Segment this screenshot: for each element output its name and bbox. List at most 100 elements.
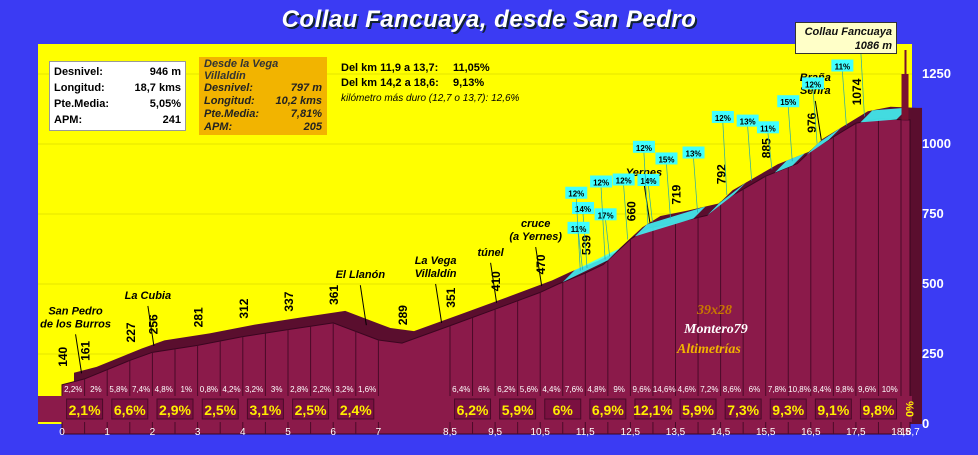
place-pointer	[147, 305, 155, 347]
y-tick-label: 750	[922, 206, 944, 221]
stat-value: 946 m	[149, 66, 181, 78]
x-tick-label: 11,5	[576, 427, 595, 438]
stat-row: Desnivel: 946 m	[54, 64, 181, 80]
steep-gradient-pointer	[722, 122, 728, 195]
km-gradient-label: 6%	[553, 402, 574, 418]
hard-row: Del km 11,9 a 13,7: 11,05%	[341, 61, 519, 76]
x-tick-label: 15,5	[756, 427, 776, 438]
vega-label: Pte.Media:	[204, 108, 260, 120]
halfkm-gradient-label: 9,6%	[858, 385, 876, 394]
altitude-label: 281	[192, 307, 206, 327]
steep-gradient-tag	[590, 175, 613, 188]
km-gradient-label: 9,8%	[862, 402, 894, 418]
y-tick-label: 1000	[922, 136, 951, 151]
steep-gradient-tag	[637, 174, 660, 186]
steep-gradient-tag	[594, 208, 617, 221]
km-gradient-label: 2,4%	[340, 402, 372, 418]
steep-gradient-label: 12%	[636, 144, 652, 153]
km-gradient-cell	[634, 398, 672, 420]
steep-gradient-pointer	[812, 89, 818, 144]
altitude-label: 660	[624, 201, 638, 221]
steep-gradient-label: 12%	[616, 177, 632, 186]
steep-gradient-label: 13%	[740, 118, 756, 127]
halfkm-gradient-label: 3,2%	[245, 385, 263, 394]
altitude-label: 161	[79, 341, 93, 361]
steep-gradient-label: 15%	[780, 98, 796, 107]
hard-label: Del km 14,2 a 18,6:	[341, 77, 439, 89]
km-gradient-cell	[201, 398, 239, 420]
stat-value: 5,05%	[149, 98, 181, 110]
altitude-label: 410	[489, 271, 503, 291]
halfkm-gradient-label: 3,2%	[335, 385, 353, 394]
place-label: El Llanón	[336, 269, 386, 281]
steep-gradient-label: 11%	[760, 124, 776, 133]
place-label: cruce	[521, 218, 550, 230]
vega-box-title: Desde la Vega Villaldín	[204, 58, 279, 82]
place-label: San Pedro	[48, 305, 103, 317]
y-tick-label: 0	[922, 416, 929, 431]
altitude-label: 885	[760, 138, 774, 158]
steep-gradient-tag	[565, 186, 588, 199]
halfkm-gradient-label: 4,6%	[678, 385, 696, 394]
vega-value: 7,81%	[290, 108, 322, 120]
steep-gradient-label: 13%	[686, 150, 702, 159]
steep-gradient-pointer	[693, 158, 698, 213]
x-tick-label: 1	[104, 427, 110, 438]
km-gradient-label: 2,1%	[69, 402, 101, 418]
km-gradient-label: 2,5%	[295, 402, 327, 418]
x-tick-label: 3	[195, 427, 201, 438]
vega-stats-box: Desde la Vega Villaldín Desnivel: 797 m L…	[199, 57, 327, 135]
x-tick-label: 17,5	[846, 427, 866, 438]
altitude-label: 140	[56, 346, 70, 366]
x-tick-label: 7	[376, 427, 382, 438]
stat-value: 241	[162, 114, 181, 126]
altitude-label: 256	[146, 314, 160, 334]
steep-gradient-pointer	[860, 44, 865, 117]
place-pointer	[359, 285, 367, 326]
steep-gradient-pointer	[575, 198, 581, 271]
x-tick-label: 0	[59, 427, 65, 438]
km-gradient-cell	[454, 398, 492, 420]
altitude-label: 1074	[850, 78, 864, 105]
summit-marker	[901, 74, 909, 120]
halfkm-gradient-label: 7,6%	[565, 385, 583, 394]
hardest-sections-box: Del km 11,9 a 13,7: 11,05% Del km 14,2 a …	[341, 61, 519, 106]
steep-gradient-label: 14%	[640, 177, 656, 186]
steep-gradient-pointer	[666, 164, 671, 219]
halfkm-gradient-label: 2,8%	[290, 385, 308, 394]
stat-row: Longitud: 18,7 kms	[54, 80, 181, 96]
x-tick-label: 18,7	[900, 427, 920, 438]
halfkm-gradient-label: 9,6%	[633, 385, 651, 394]
km-gradient-cell	[724, 398, 762, 420]
km-gradient-cell	[337, 398, 375, 420]
steep-gradient-tag	[572, 201, 595, 214]
place-pointer	[435, 283, 443, 324]
altitude-label: 289	[396, 305, 410, 325]
place-pointer	[490, 262, 498, 303]
halfkm-gradient-label: 8,6%	[723, 385, 741, 394]
km-gradient-label: 2,5%	[204, 402, 236, 418]
halfkm-gradient-label: 4,4%	[542, 385, 560, 394]
halfkm-gradient-label: 6,4%	[452, 385, 470, 394]
vega-label: Longitud:	[204, 95, 255, 107]
steep-gradient-tag	[711, 110, 734, 123]
km-gradient-label: 5,9%	[682, 402, 714, 418]
vega-row: Longitud: 10,2 kms	[204, 95, 322, 108]
altitude-label: 312	[237, 298, 251, 318]
vega-row: Pte.Media: 7,81%	[204, 108, 322, 121]
km-gradient-label: 9,1%	[817, 402, 849, 418]
km-gradient-cell	[292, 398, 330, 420]
vega-row: Desnivel: 797 m	[204, 82, 322, 95]
halfkm-gradient-label: 1,6%	[358, 385, 376, 394]
steep-section-band	[634, 206, 706, 237]
km-gradient-label: 0%	[905, 401, 917, 417]
km-gradient-cell	[679, 398, 717, 420]
x-tick-label: 9,5	[488, 427, 502, 438]
x-tick-label: 14,5	[711, 427, 731, 438]
x-tick-label: 16,5	[801, 427, 821, 438]
stat-row: APM: 241	[54, 112, 181, 128]
altitude-label: 719	[670, 184, 684, 204]
halfkm-gradient-label: 4,8%	[155, 385, 173, 394]
stat-label: Pte.Media:	[54, 98, 110, 110]
